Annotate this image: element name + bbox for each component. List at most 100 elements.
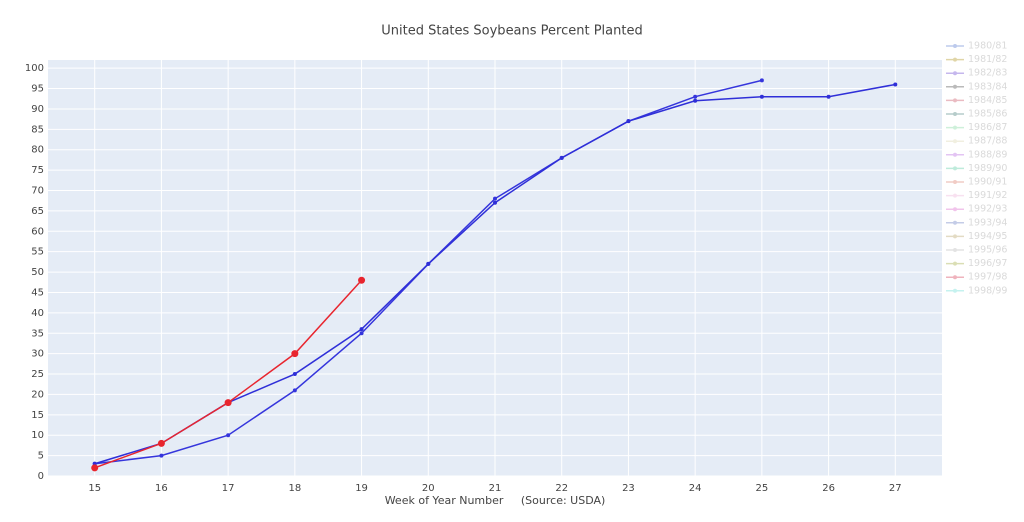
data-point: [826, 94, 831, 99]
legend-item[interactable]: 1987/88: [946, 136, 1007, 147]
y-tick-label: 80: [31, 145, 44, 156]
x-tick-label: 26: [822, 483, 835, 494]
legend-label: 1983/84: [968, 81, 1007, 92]
x-tick-label: 17: [222, 483, 235, 494]
data-point: [224, 399, 232, 407]
x-tick-label: 25: [755, 483, 768, 494]
legend-label: 1995/96: [968, 245, 1007, 256]
legend-item[interactable]: 1984/85: [946, 95, 1007, 106]
x-tick-label: 16: [155, 483, 168, 494]
legend-item[interactable]: 1988/89: [946, 149, 1007, 160]
x-tick-label: 18: [288, 483, 301, 494]
legend-label: 1991/92: [968, 190, 1007, 201]
y-tick-label: 45: [31, 287, 44, 298]
legend-label: 1996/97: [968, 258, 1007, 269]
legend-item[interactable]: 1997/98: [946, 272, 1007, 283]
x-tick-label: 20: [422, 483, 435, 494]
legend-item[interactable]: 1990/91: [946, 177, 1007, 188]
legend-item[interactable]: 1980/81: [946, 41, 1007, 52]
data-point: [359, 331, 364, 336]
legend-marker: [953, 234, 957, 239]
data-point: [159, 453, 164, 458]
y-tick-label: 0: [38, 471, 44, 482]
y-tick-label: 95: [31, 84, 44, 95]
legend-marker: [953, 125, 957, 130]
legend-marker: [953, 98, 957, 103]
y-tick-label: 35: [31, 328, 44, 339]
legend-label: 1989/90: [968, 163, 1007, 174]
data-point: [91, 464, 99, 472]
legend-item[interactable]: 1986/87: [946, 122, 1007, 133]
legend-item[interactable]: 1998/99: [946, 285, 1007, 296]
legend-item[interactable]: 1992/93: [946, 204, 1007, 215]
legend-label: 1980/81: [968, 41, 1007, 52]
legend-item[interactable]: 1989/90: [946, 163, 1007, 174]
x-tick-label: 15: [88, 483, 101, 494]
x-tick-label: 27: [889, 483, 902, 494]
y-tick-label: 70: [31, 186, 44, 197]
legend-marker: [953, 71, 957, 76]
legend-item[interactable]: 1993/94: [946, 217, 1007, 228]
data-point: [759, 94, 764, 99]
x-tick-label: 23: [622, 483, 635, 494]
y-tick-label: 5: [38, 451, 44, 462]
legend-marker: [953, 57, 957, 62]
legend-label: 1998/99: [968, 285, 1007, 296]
x-tick-label: 22: [555, 483, 568, 494]
legend-label: 1990/91: [968, 177, 1007, 188]
y-tick-label: 85: [31, 124, 44, 135]
legend-label: 1994/95: [968, 231, 1007, 242]
data-point: [626, 119, 631, 124]
chart-title: United States Soybeans Percent Planted: [381, 24, 642, 39]
x-tick-label: 21: [489, 483, 502, 494]
legend-marker: [953, 288, 957, 293]
data-point: [226, 433, 231, 438]
data-point: [359, 327, 364, 332]
y-tick-label: 100: [25, 63, 44, 74]
legend-label: 1981/82: [968, 54, 1007, 65]
data-point: [493, 200, 497, 205]
legend-label: 1987/88: [968, 136, 1007, 147]
legend-marker: [953, 112, 957, 116]
data-point: [759, 78, 764, 83]
y-tick-label: 90: [31, 104, 44, 115]
data-point: [426, 261, 431, 266]
data-point: [358, 276, 366, 284]
legend-item[interactable]: 1982/83: [946, 68, 1007, 79]
y-tick-label: 30: [31, 349, 44, 360]
data-point: [292, 372, 297, 377]
legend-item[interactable]: 1983/84: [946, 81, 1007, 92]
x-tick-label: 24: [689, 483, 702, 494]
legend-marker: [953, 44, 957, 48]
legend-item[interactable]: 1981/82: [946, 54, 1007, 65]
y-tick-label: 10: [31, 430, 44, 441]
legend-item[interactable]: 1991/92: [946, 190, 1007, 201]
legend-marker: [953, 166, 957, 171]
y-tick-label: 15: [31, 410, 44, 421]
legend-marker: [953, 261, 957, 266]
legend-label: 1986/87: [968, 122, 1007, 133]
data-point: [292, 388, 297, 393]
legend-marker: [953, 180, 957, 184]
y-tick-label: 75: [31, 165, 44, 176]
legend-item[interactable]: 1985/86: [946, 109, 1007, 120]
legend-label: 1984/85: [968, 95, 1007, 106]
y-tick-label: 40: [31, 308, 44, 319]
legend-label: 1988/89: [968, 149, 1007, 160]
y-tick-label: 60: [31, 226, 44, 237]
data-point: [559, 155, 564, 160]
data-point: [157, 439, 165, 447]
legend-item[interactable]: 1995/96: [946, 245, 1007, 256]
legend-item[interactable]: 1994/95: [946, 231, 1007, 242]
y-tick-label: 50: [31, 267, 44, 278]
legend-label: 1992/93: [968, 204, 1007, 215]
legend-marker: [953, 248, 957, 252]
legend-item[interactable]: 1996/97: [946, 258, 1007, 269]
data-point: [893, 82, 898, 87]
x-axis-title: Week of Year Number (Source: USDA): [385, 494, 606, 507]
y-tick-label: 25: [31, 369, 44, 380]
data-point: [693, 98, 698, 103]
legend-label: 1982/83: [968, 68, 1007, 79]
legend-label: 1993/94: [968, 217, 1007, 228]
